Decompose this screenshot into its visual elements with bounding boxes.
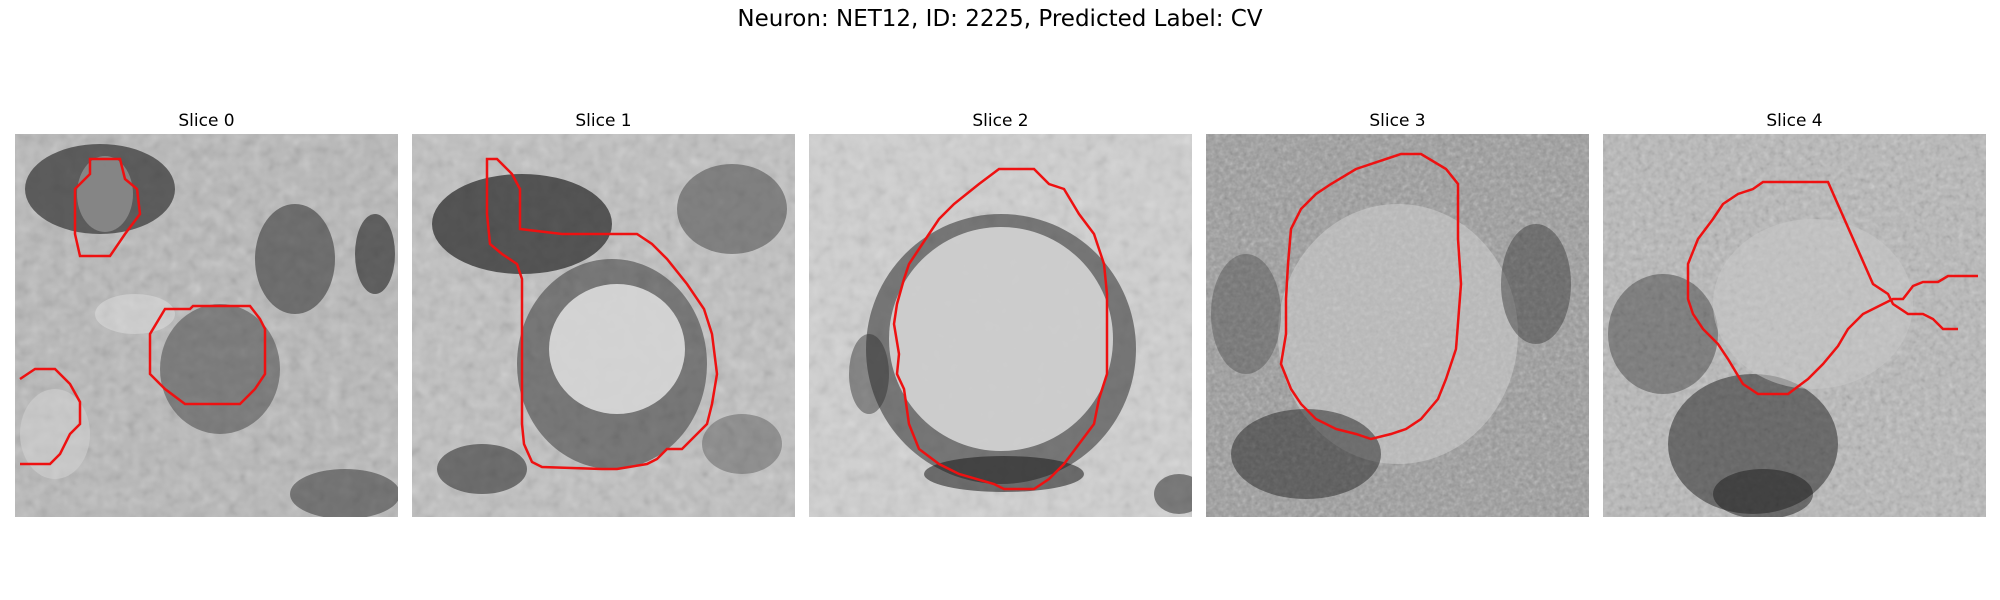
slice-title-0: Slice 0 [178, 111, 235, 131]
slice-panel-3: Slice 3 [1206, 108, 1589, 517]
slice-image-4 [1603, 134, 1986, 517]
slice-panel-4: Slice 4 [1603, 108, 1986, 517]
contour-line [892, 167, 1109, 491]
contour-line [1279, 152, 1463, 441]
slice-image-3 [1206, 134, 1589, 517]
slice-panel-0: Slice 0 [15, 108, 398, 517]
slice-image-2 [809, 134, 1192, 517]
slice-title-4: Slice 4 [1766, 111, 1823, 131]
figure-title: Neuron: NET12, ID: 2225, Predicted Label… [737, 6, 1263, 32]
slice-title-1: Slice 1 [575, 111, 632, 131]
slice-title-3: Slice 3 [1369, 111, 1426, 131]
contour-line [148, 304, 267, 406]
slice-title-2: Slice 2 [972, 111, 1029, 131]
contour-line [1686, 180, 1978, 396]
contour-line [485, 157, 719, 471]
contour-line [19, 367, 82, 466]
slice-image-1 [412, 134, 795, 517]
slice-image-0 [15, 134, 398, 517]
slice-panel-1: Slice 1 [412, 108, 795, 517]
slice-panel-2: Slice 2 [809, 108, 1192, 517]
contour-line [73, 157, 142, 258]
